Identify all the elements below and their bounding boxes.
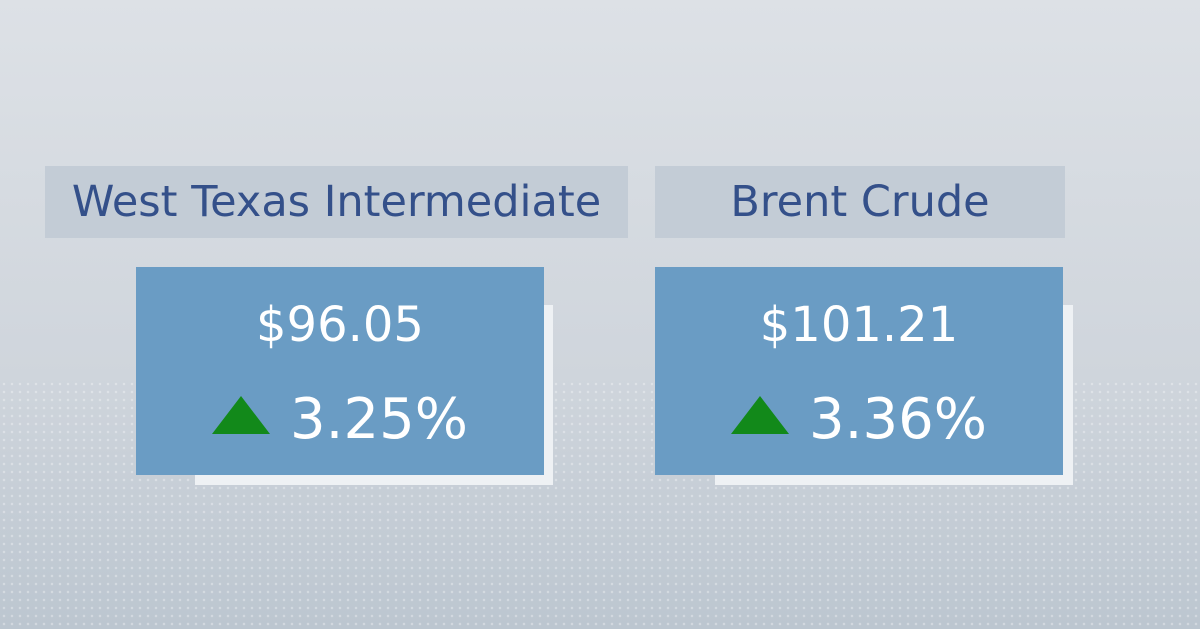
card-label: West Texas Intermediate	[45, 166, 628, 238]
price-card: $96.05 3.25%	[136, 267, 544, 475]
change: 3.36%	[809, 387, 987, 452]
change-row: 3.25%	[136, 387, 544, 452]
up-arrow	[212, 396, 271, 434]
price-card: $101.21 3.36%	[655, 267, 1063, 475]
change: 3.25%	[290, 387, 468, 452]
card-label: Brent Crude	[655, 166, 1065, 238]
change-row: 3.36%	[655, 387, 1063, 452]
price: $96.05	[256, 297, 424, 353]
price: $101.21	[759, 297, 959, 353]
up-arrow	[731, 396, 790, 434]
